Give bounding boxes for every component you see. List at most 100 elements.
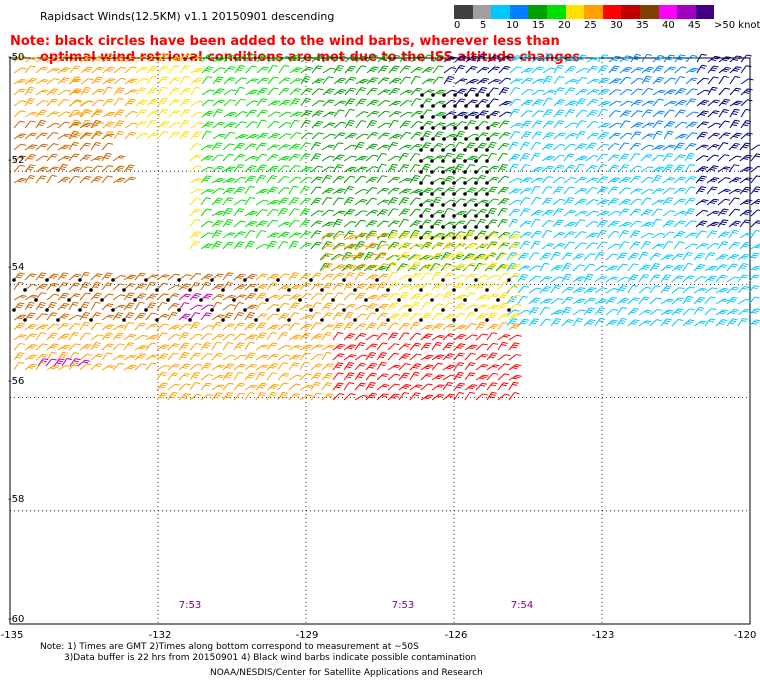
wind-barb: [189, 154, 202, 162]
wind-barb: [409, 243, 422, 251]
wind-barb: [288, 362, 300, 371]
wind-barb: [431, 362, 443, 371]
wind-barb: [563, 209, 577, 217]
wind-barb: [693, 320, 707, 327]
wind-barb: [277, 155, 291, 162]
wind-barb: [364, 294, 379, 302]
wind-barb: [179, 75, 190, 85]
wind-barb: [627, 284, 638, 294]
wind-barb: [420, 272, 432, 281]
wind-barb: [474, 174, 487, 185]
wind-barb: [266, 154, 279, 162]
wind-barb: [266, 391, 277, 401]
wind-barb: [57, 55, 70, 63]
wind-barb: [442, 264, 456, 271]
wind-barb: [333, 109, 345, 118]
wind-barb: [68, 121, 82, 129]
wind-barb: [266, 313, 279, 321]
wind-barb: [421, 54, 433, 63]
wind-barb: [695, 166, 709, 173]
wind-barb: [629, 220, 642, 228]
wind-barb: [420, 354, 434, 361]
wind-barb: [200, 281, 211, 291]
wind-barb: [310, 311, 322, 321]
wind-barb: [53, 358, 65, 367]
wind-barb: [704, 287, 718, 294]
wind-barb: [552, 176, 566, 184]
wind-barb: [145, 323, 158, 331]
wind-barb: [255, 199, 269, 206]
wind-barb: [561, 296, 574, 305]
wind-barb: [696, 64, 707, 74]
wind-barb: [508, 312, 521, 321]
wind-barb: [344, 65, 356, 74]
wind-barb: [748, 319, 760, 327]
wind-barb: [485, 186, 498, 196]
wind-barb: [718, 75, 729, 85]
wind-barb: [321, 302, 333, 311]
wind-barb: [475, 282, 487, 291]
wind-barb: [442, 133, 457, 141]
wind-barb: [179, 53, 191, 63]
wind-barb: [553, 132, 566, 140]
wind-barb: [539, 252, 552, 261]
wind-barb: [321, 273, 334, 281]
wind-barb: [387, 187, 400, 195]
wind-barb: [674, 76, 686, 85]
wind-barb: [528, 307, 540, 316]
wind-barb: [453, 242, 465, 251]
wind-barb: [211, 314, 225, 321]
wind-barb: [640, 144, 654, 151]
wind-barb: [310, 372, 322, 381]
wind-barb: [682, 286, 695, 294]
wind-barb: [265, 294, 280, 302]
wind-barb: [575, 109, 588, 118]
wind-barb: [550, 318, 562, 327]
wind-barb: [583, 287, 597, 294]
wind-barb: [233, 284, 247, 291]
wind-barb: [156, 364, 170, 371]
wind-barb: [740, 65, 752, 74]
wind-barb: [399, 89, 413, 96]
wind-barb: [24, 343, 38, 351]
wind-barb: [496, 292, 509, 302]
wind-barb: [234, 111, 248, 118]
wind-barb: [497, 282, 509, 291]
wind-barb: [300, 119, 311, 129]
wind-barb: [201, 54, 213, 63]
wind-barb: [311, 55, 324, 63]
wind-barb: [431, 89, 446, 97]
wind-barb: [46, 323, 59, 331]
wind-barb: [517, 265, 531, 272]
wind-barb: [201, 110, 215, 118]
wind-barb: [737, 253, 751, 261]
wind-barb: [662, 144, 676, 151]
wind-barb: [597, 88, 611, 96]
wind-barb: [684, 208, 696, 217]
wind-barb: [464, 384, 478, 391]
wind-barb: [13, 88, 26, 96]
wind-barb: [409, 220, 422, 228]
wind-barb: [332, 393, 345, 401]
wind-barb: [243, 304, 258, 312]
wind-barb: [287, 312, 300, 322]
wind-barb: [179, 87, 192, 96]
wind-barb: [322, 55, 336, 63]
wind-barb: [463, 164, 476, 174]
wind-barb: [332, 343, 346, 351]
wind-barb: [652, 110, 665, 118]
wind-barb: [344, 98, 356, 107]
wind-barb: [90, 334, 104, 341]
wind-barb: [123, 176, 137, 184]
wind-barb: [508, 334, 522, 341]
wind-barb: [671, 297, 684, 305]
wind-barb: [432, 76, 444, 85]
wind-barb: [464, 273, 477, 281]
wind-barb: [255, 188, 269, 195]
wind-barb: [354, 232, 366, 241]
wind-barb: [201, 76, 213, 85]
colorbar-label: 0: [454, 20, 461, 31]
wind-barb: [519, 241, 531, 250]
wind-barb: [520, 131, 532, 140]
wind-barb: [133, 293, 147, 302]
